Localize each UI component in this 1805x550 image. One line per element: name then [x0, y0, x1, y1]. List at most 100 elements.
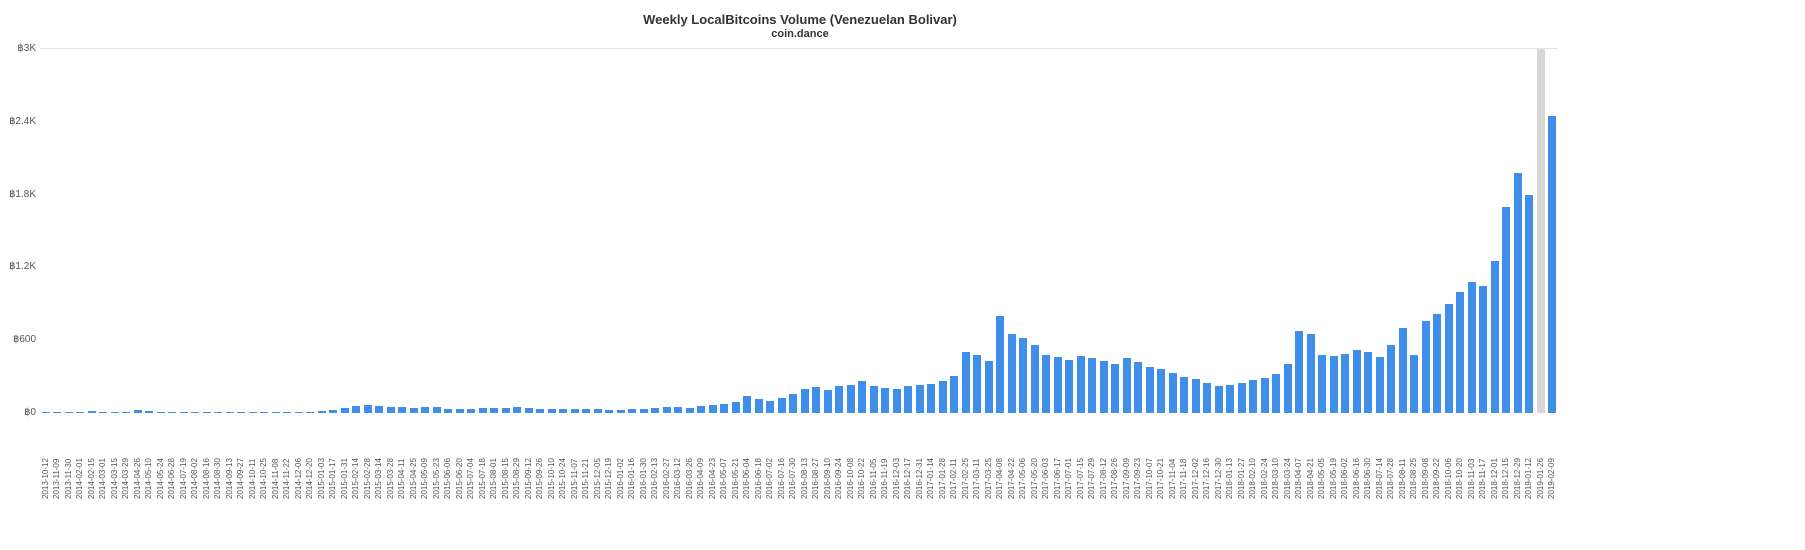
bar[interactable] [1180, 376, 1189, 413]
bar[interactable] [1433, 313, 1442, 413]
bar[interactable] [616, 409, 625, 413]
bar[interactable] [915, 384, 924, 413]
bar[interactable] [1237, 382, 1246, 413]
bar[interactable] [363, 405, 372, 413]
bar[interactable] [110, 412, 119, 413]
bar[interactable] [1157, 369, 1166, 413]
bar[interactable] [777, 398, 786, 413]
bar[interactable] [1456, 291, 1465, 413]
bar[interactable] [1375, 357, 1384, 413]
bar[interactable] [1191, 379, 1200, 413]
bar[interactable] [76, 412, 85, 413]
bar[interactable] [191, 412, 200, 413]
bar[interactable] [674, 406, 683, 413]
bar[interactable] [409, 408, 418, 413]
bar[interactable] [1007, 334, 1016, 413]
bar[interactable] [1536, 49, 1545, 413]
bar[interactable] [133, 410, 142, 413]
bar[interactable] [1203, 382, 1212, 413]
bar[interactable] [375, 405, 384, 413]
bar[interactable] [789, 393, 798, 413]
bar[interactable] [559, 408, 568, 413]
bar[interactable] [1122, 358, 1131, 413]
bar[interactable] [708, 405, 717, 413]
bar[interactable] [651, 408, 660, 413]
bar[interactable] [1249, 380, 1258, 413]
bar[interactable] [1019, 337, 1028, 413]
bar[interactable] [1410, 354, 1419, 413]
bar[interactable] [766, 400, 775, 413]
bar[interactable] [1306, 334, 1315, 413]
bar[interactable] [41, 412, 50, 413]
bar[interactable] [1099, 360, 1108, 413]
bar[interactable] [1076, 355, 1085, 413]
bar[interactable] [340, 407, 349, 413]
bar[interactable] [697, 406, 706, 413]
bar[interactable] [1444, 303, 1453, 413]
bar[interactable] [168, 412, 177, 413]
bar[interactable] [317, 411, 326, 413]
bar[interactable] [513, 406, 522, 413]
bar[interactable] [260, 412, 269, 413]
bar[interactable] [1387, 345, 1396, 413]
bar[interactable] [1042, 354, 1051, 413]
bar[interactable] [1318, 354, 1327, 413]
bar[interactable] [145, 411, 154, 413]
bar[interactable] [1145, 366, 1154, 413]
bar[interactable] [1398, 328, 1407, 413]
bar[interactable] [846, 384, 855, 413]
bar[interactable] [547, 409, 556, 413]
bar[interactable] [1226, 385, 1235, 413]
bar[interactable] [1341, 353, 1350, 413]
bar[interactable] [1168, 372, 1177, 413]
bar[interactable] [639, 408, 648, 413]
bar[interactable] [64, 412, 73, 413]
bar[interactable] [582, 408, 591, 413]
bar[interactable] [1088, 358, 1097, 413]
bar[interactable] [467, 408, 476, 413]
bar[interactable] [1364, 352, 1373, 413]
bar[interactable] [927, 383, 936, 413]
bar[interactable] [685, 408, 694, 413]
bar[interactable] [1525, 194, 1534, 413]
bar[interactable] [352, 405, 361, 413]
bar[interactable] [628, 409, 637, 413]
bar[interactable] [444, 408, 453, 413]
bar[interactable] [1479, 285, 1488, 413]
bar[interactable] [156, 412, 165, 413]
bar[interactable] [490, 407, 499, 413]
bar[interactable] [593, 409, 602, 413]
bar[interactable] [455, 409, 464, 413]
bar[interactable] [881, 387, 890, 413]
bar[interactable] [1065, 359, 1074, 413]
bar[interactable] [858, 381, 867, 413]
bar[interactable] [984, 360, 993, 413]
bar[interactable] [87, 411, 96, 413]
bar[interactable] [1502, 206, 1511, 413]
bar[interactable] [398, 407, 407, 413]
bar[interactable] [1467, 281, 1476, 413]
bar[interactable] [869, 386, 878, 413]
bar[interactable] [1030, 345, 1039, 413]
bar[interactable] [225, 412, 234, 413]
bar[interactable] [1053, 357, 1062, 413]
bar[interactable] [1111, 364, 1120, 413]
bar[interactable] [1134, 362, 1143, 413]
bar[interactable] [1513, 172, 1522, 413]
bar[interactable] [823, 389, 832, 413]
bar[interactable] [904, 386, 913, 413]
bar[interactable] [1490, 261, 1499, 413]
bar[interactable] [478, 408, 487, 413]
bar[interactable] [1352, 349, 1361, 413]
bar[interactable] [1260, 377, 1269, 413]
bar[interactable] [812, 387, 821, 413]
bar[interactable] [1272, 374, 1281, 413]
bar[interactable] [386, 406, 395, 413]
bar[interactable] [835, 386, 844, 413]
bar[interactable] [731, 401, 740, 413]
bar[interactable] [524, 408, 533, 413]
bar[interactable] [605, 409, 614, 413]
bar[interactable] [1295, 330, 1304, 413]
bar[interactable] [570, 409, 579, 413]
bar[interactable] [53, 412, 62, 413]
